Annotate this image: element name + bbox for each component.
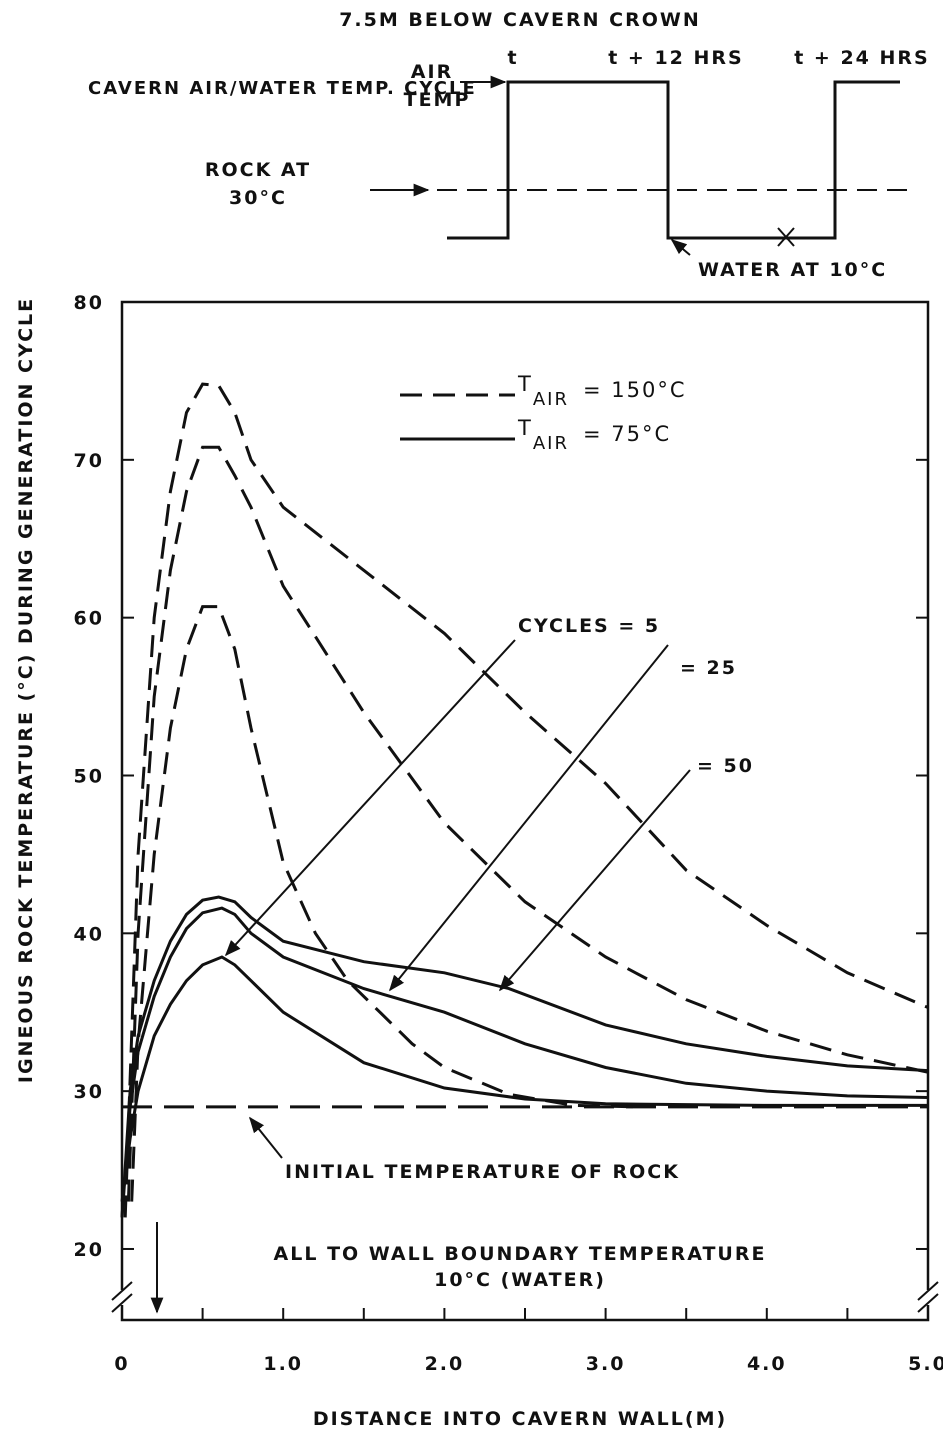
x-tick-label: 3.0 [586,1353,626,1375]
annotation-arrow [224,639,516,957]
inset-arrow [670,238,691,256]
x-tick-label: 0 [114,1353,129,1375]
axis-break [111,1281,939,1313]
y-axis-label: IGNEOUS ROCK TEMPERATURE (°C) DURING GEN… [15,297,37,1083]
y-tick-label: 20 [74,1239,104,1261]
legend-subscript: AIR [533,389,569,410]
legend-subscript: AIR [533,433,569,454]
x-tick-label: 2.0 [425,1353,465,1375]
legend-text: = 75°C [583,422,671,446]
legend-text: = 150°C [583,378,687,402]
inset-time: t + 24 HRS [794,47,930,69]
series-line [130,605,638,1202]
annotation: ALL TO WALL BOUNDARY TEMPERATURE [274,1243,767,1265]
legend-label: TAIR = 75°C [517,416,671,454]
inset-rock-temp: 30°C [229,187,287,209]
inset-water: WATER AT 10°C [698,259,887,281]
inset-rock: ROCK AT [205,159,311,181]
y-tick-label: 60 [74,608,104,630]
inset-time: t [507,47,518,69]
inset-temp: TEMP [404,89,471,111]
inset-title: 7.5M BELOW CAVERN CROWN [339,9,701,31]
y-tick-label: 30 [74,1081,104,1103]
y-tick-label: 50 [74,765,104,787]
inset-time: t + 12 HRS [608,47,744,69]
series-line [120,895,929,1218]
inset-label: CAVERN AIR/WATER TEMP. CYCLE [88,78,477,99]
legend-symbol: T [517,416,533,440]
annotation: INITIAL TEMPERATURE OF ROCK [285,1161,680,1183]
annotation-arrow [388,644,669,992]
annotation-arrow [249,1116,283,1159]
legend-label: TAIR = 150°C [517,372,687,410]
inset-x-mark [777,227,795,247]
series-line [126,445,929,1202]
x-tick-label: 1.0 [263,1353,303,1375]
series-line [123,382,929,1218]
x-tick-label: 4.0 [747,1353,787,1375]
annotation-arrow [498,769,691,992]
series-line [120,955,928,1202]
legend-symbol: T [517,372,533,396]
annotation: CYCLES = 5 [518,615,660,637]
y-tick-label: 40 [74,923,104,945]
x-tick-label: 5.0 [908,1353,943,1375]
inset-air: AIR [411,61,453,83]
annotation: = 50 [697,755,754,777]
y-tick-label: 80 [74,292,104,314]
y-tick-label: 70 [74,450,104,472]
series-line [120,906,929,1218]
annotation: 10°C (WATER) [434,1269,606,1291]
x-axis-label: DISTANCE INTO CAVERN WALL(M) [313,1408,727,1430]
inset-cycle [447,80,900,240]
annotation: = 25 [680,657,737,679]
